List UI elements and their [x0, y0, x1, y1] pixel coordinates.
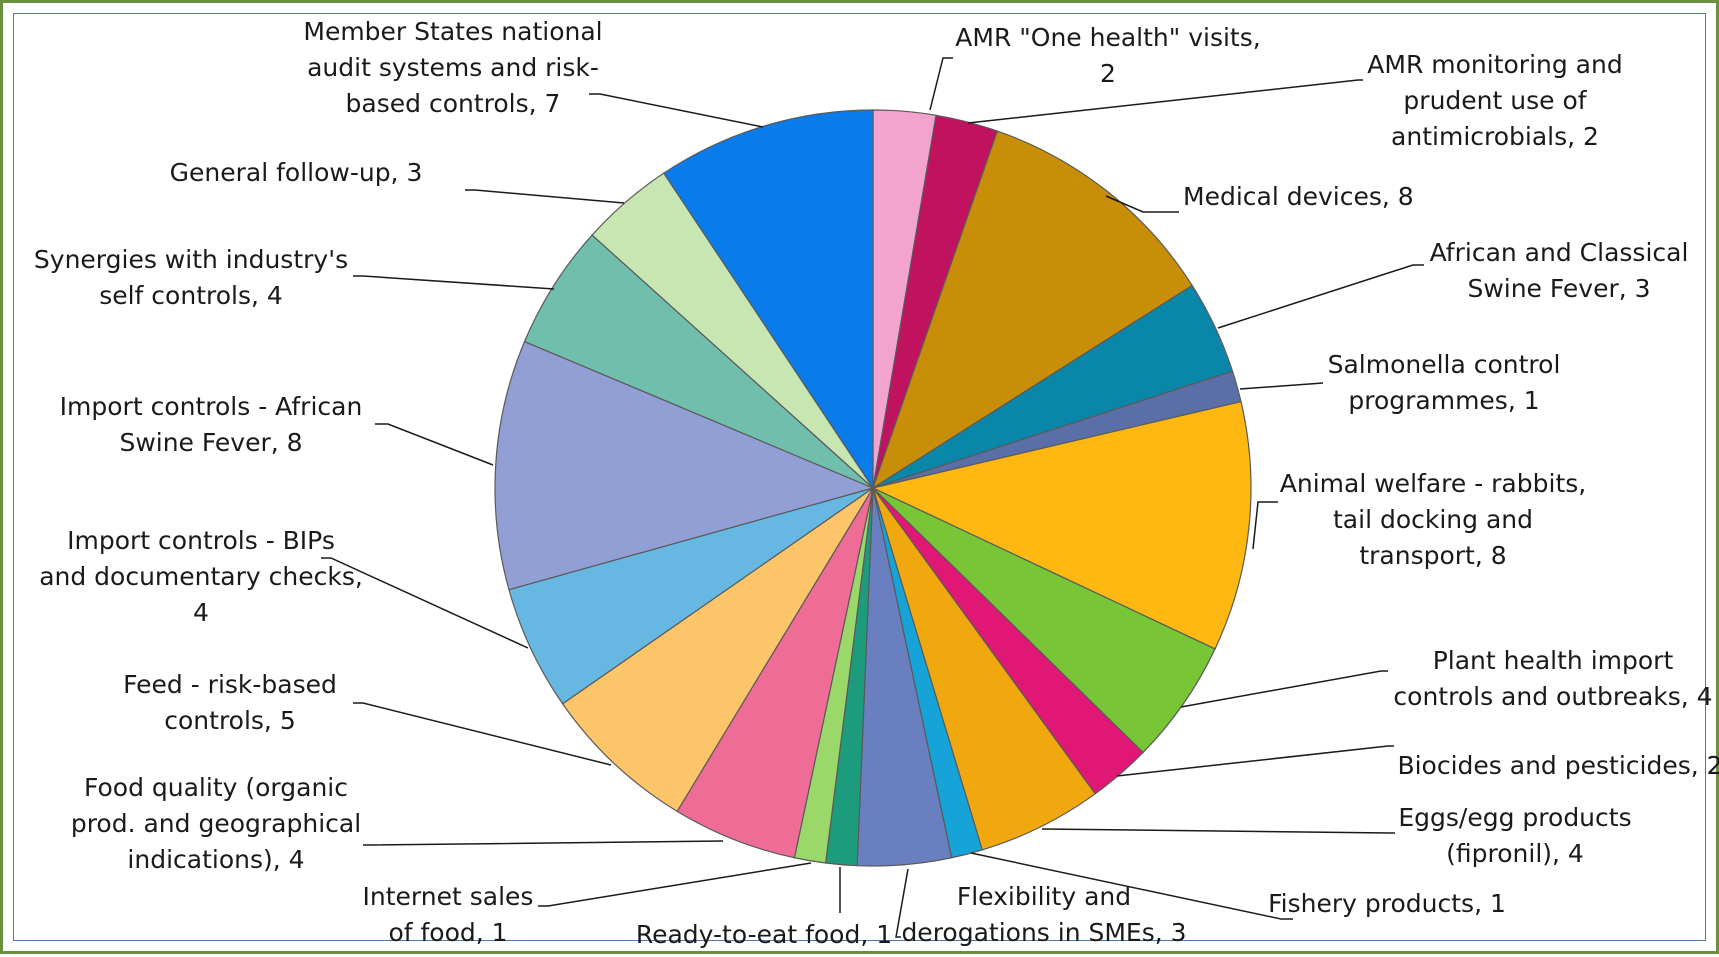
slice-label-line: Synergies with industry's [34, 245, 348, 274]
slice-label-general-followup: General follow-up, 3 [170, 158, 423, 187]
leader-line-14 [363, 840, 724, 846]
slice-label-line: Swine Fever, 8 [119, 428, 302, 457]
leader-line-5 [1239, 382, 1324, 390]
slice-label-line: audit systems and risk- [307, 53, 599, 82]
leader-line-7 [1180, 670, 1388, 708]
slice-label-line: controls and outbreaks, 4 [1393, 682, 1712, 711]
slice-label-line: based controls, 7 [346, 89, 561, 118]
slice-label-animal-welfare: Animal welfare - rabbits, tail docking an… [1280, 469, 1586, 570]
leader-lines [321, 57, 1424, 938]
slice-label-line: prod. and geographical [71, 809, 361, 838]
leader-line-19 [465, 189, 625, 204]
leader-line-9 [1041, 828, 1395, 834]
leader-line-13 [538, 862, 812, 907]
slice-label-ready-to-eat: Ready-to-eat food, 1 [636, 920, 892, 949]
leader-line-17 [375, 423, 494, 466]
slice-label-import-bips: Import controls - BIPs and documentary ch… [39, 526, 363, 627]
pie-slice-15 [561, 487, 874, 813]
slice-label-line: Import controls - BIPs [67, 526, 335, 555]
slice-label-line: of food, 1 [388, 918, 507, 947]
slice-label-line: AMR monitoring and [1367, 50, 1622, 79]
slice-label-amr-one-health: AMR "One health" visits, 2 [955, 23, 1260, 88]
slice-label-line: indications), 4 [127, 845, 304, 874]
slice-label-internet-sales: Internet sales of food, 1 [363, 882, 534, 947]
leader-line-1 [929, 57, 953, 111]
slice-label-line: self controls, 4 [99, 281, 283, 310]
pie-slices [494, 109, 1252, 867]
slice-label-line: Eggs/egg products [1398, 803, 1631, 832]
slice-label-line: Biocides and pesticides, 2 [1397, 751, 1719, 780]
slice-label-line: Import controls - African [60, 392, 363, 421]
leader-line-8 [1116, 745, 1394, 777]
slice-label-import-asf: Import controls - African Swine Fever, 8 [60, 392, 363, 457]
slice-label-feed: Feed - risk-based controls, 5 [123, 670, 337, 735]
slice-label-line: prudent use of [1403, 86, 1587, 115]
slice-label-line: Food quality (organic [84, 773, 348, 802]
leader-line-16 [321, 557, 529, 649]
slice-label-line: derogations in SMEs, 3 [901, 918, 1186, 947]
slice-label-plant-health: Plant health import controls and outbreak… [1393, 646, 1712, 711]
slice-label-line: antimicrobials, 2 [1391, 122, 1599, 151]
leader-line-15 [353, 702, 612, 766]
slice-label-line: 4 [193, 598, 209, 627]
leader-line-10 [970, 852, 1293, 920]
slice-label-biocides: Biocides and pesticides, 2 [1397, 751, 1719, 780]
slice-label-amr-monitoring: AMR monitoring and prudent use of antimicr… [1367, 50, 1622, 151]
slice-label-line: 2 [1100, 59, 1116, 88]
slice-label-line: Internet sales [363, 882, 534, 911]
slice-label-synergies: Synergies with industry's self controls, … [34, 245, 348, 310]
slice-label-line: Flexibility and [957, 882, 1131, 911]
leader-line-6 [1252, 501, 1278, 550]
slice-label-line: and documentary checks, [39, 562, 363, 591]
slice-labels: AMR "One health" visits, 2 AMR monitoring … [34, 17, 1719, 949]
slice-label-line: Fishery products, 1 [1268, 889, 1506, 918]
slice-label-line: AMR "One health" visits, [955, 23, 1260, 52]
leader-line-4 [1217, 264, 1424, 329]
slice-label-line: Animal welfare - rabbits, [1280, 469, 1586, 498]
slice-label-line: programmes, 1 [1348, 386, 1539, 415]
slice-label-line: tail docking and [1333, 505, 1533, 534]
slice-label-flexibility: Flexibility and derogations in SMEs, 3 [901, 882, 1186, 947]
leader-line-2 [967, 79, 1363, 124]
slice-label-fishery: Fishery products, 1 [1268, 889, 1506, 918]
slice-label-member-states: Member States national audit systems and … [303, 17, 602, 118]
pie-slice-3 [871, 130, 1193, 490]
slice-label-line: Ready-to-eat food, 1 [636, 920, 892, 949]
slice-label-line: transport, 8 [1359, 541, 1506, 570]
slice-label-salmonella: Salmonella control programmes, 1 [1328, 350, 1561, 415]
slice-label-line: Medical devices, 8 [1183, 182, 1414, 211]
slice-label-eggs: Eggs/egg products (fipronil), 4 [1398, 803, 1631, 868]
leader-line-18 [353, 275, 555, 290]
slice-label-african-classical: African and Classical Swine Fever, 3 [1430, 238, 1689, 303]
slice-label-line: (fipronil), 4 [1446, 839, 1584, 868]
slice-label-line: controls, 5 [164, 706, 295, 735]
leader-line-11 [895, 868, 909, 938]
slice-label-food-quality: Food quality (organic prod. and geographi… [71, 773, 361, 874]
slice-label-line: Member States national [303, 17, 602, 46]
pie-slice-17 [494, 340, 875, 591]
slice-label-medical-devices: Medical devices, 8 [1183, 182, 1414, 211]
slice-label-line: General follow-up, 3 [170, 158, 423, 187]
slice-label-line: Swine Fever, 3 [1467, 274, 1650, 303]
pie-chart: AMR "One health" visits, 2 AMR monitoring … [34, 17, 1719, 949]
slice-label-line: African and Classical [1430, 238, 1689, 267]
pie-slice-20 [662, 109, 874, 490]
slice-label-line: Salmonella control [1328, 350, 1561, 379]
pie-slice-6 [871, 400, 1252, 650]
leader-line-20 [589, 93, 764, 128]
leader-line-3 [1105, 195, 1179, 213]
slice-label-line: Feed - risk-based [123, 670, 337, 699]
slice-label-line: Plant health import [1433, 646, 1674, 675]
